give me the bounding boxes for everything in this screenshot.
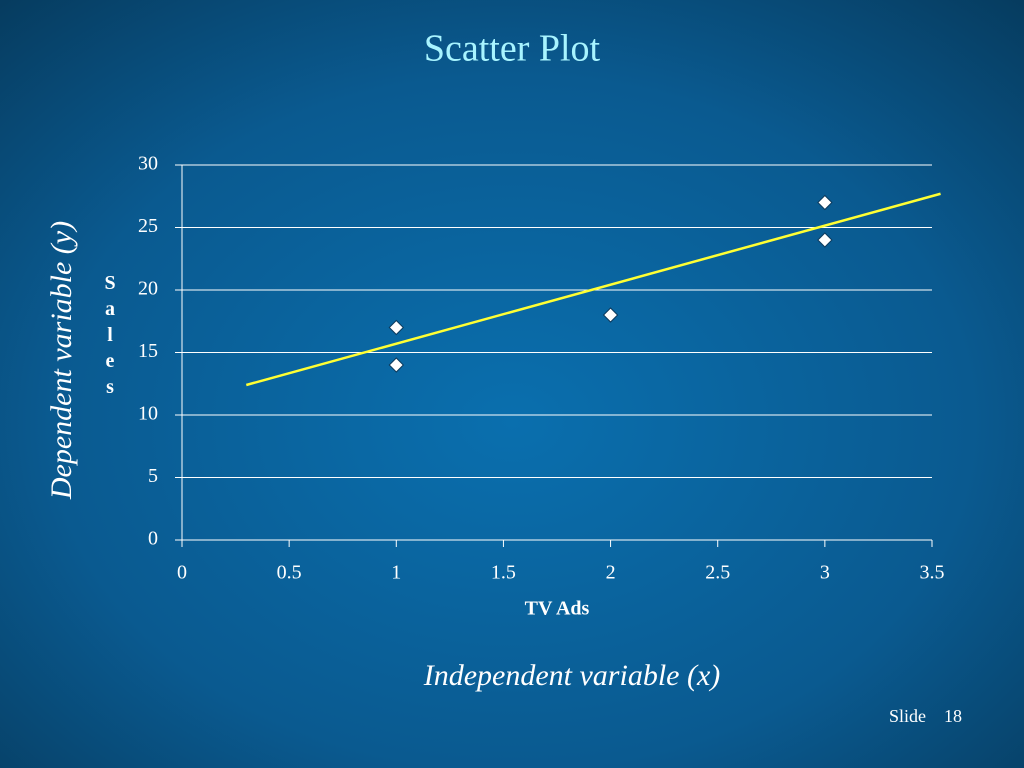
x-tick-label: 0.5	[277, 562, 302, 584]
y-axis-label: Sales	[99, 272, 121, 402]
y-tick-label: 20	[138, 278, 158, 300]
x-axis-label: TV Ads	[525, 598, 590, 620]
slide-number: 18	[944, 706, 962, 726]
y-tick-label: 10	[138, 403, 158, 425]
point	[817, 232, 833, 248]
dependent-label: Dependent variable (y)	[45, 221, 78, 500]
x-tick-label: 2.5	[705, 562, 730, 584]
y-tick-label: 15	[138, 340, 158, 362]
x-tick-label: 1.5	[491, 562, 516, 584]
independent-label: Independent variable (x)	[423, 659, 721, 692]
point	[388, 357, 404, 373]
chart-title: Scatter Plot	[424, 28, 601, 70]
y-tick-label: 30	[138, 153, 158, 175]
y-tick-label: 5	[148, 465, 158, 487]
x-tick-label: 2	[606, 562, 616, 584]
y-tick-label: 25	[138, 215, 158, 237]
x-tick-label: 3.5	[920, 562, 945, 584]
point	[602, 307, 619, 323]
x-tick-label: 0	[177, 562, 187, 584]
point	[817, 194, 833, 211]
x-tick-label: 1	[391, 562, 401, 584]
point	[388, 319, 404, 336]
y-tick-label: 0	[148, 528, 158, 550]
x-tick-label: 3	[820, 562, 830, 584]
trendline	[245, 192, 941, 387]
slide-label: Slide	[889, 706, 926, 726]
